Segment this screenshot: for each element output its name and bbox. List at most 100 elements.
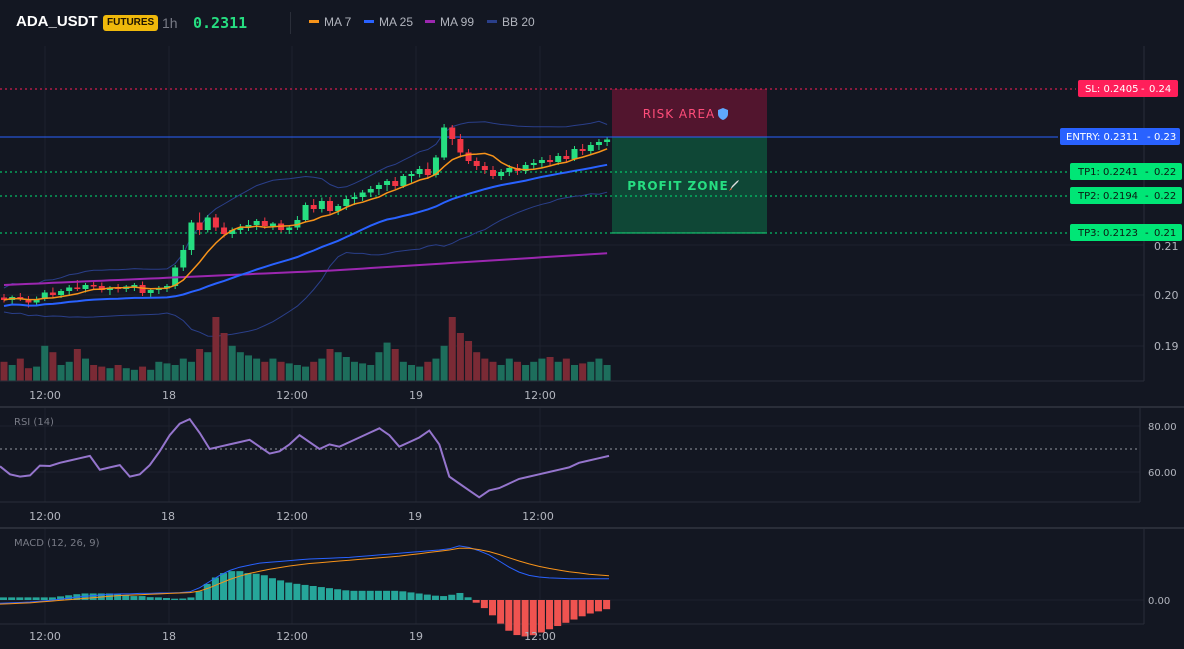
candle-body bbox=[490, 170, 496, 176]
tp2-tag[interactable]: TP2: 0.2194 0.22 - bbox=[1070, 187, 1182, 204]
symbol-name[interactable]: ADA_USDT bbox=[16, 13, 98, 30]
tp1-tag-label: TP1: 0.2241 bbox=[1077, 167, 1138, 178]
time-label: 19 bbox=[408, 510, 422, 523]
last-price: 0.2311 bbox=[193, 14, 248, 32]
macd-histogram-bar bbox=[594, 600, 602, 612]
macd-histogram-bar bbox=[285, 582, 293, 600]
legend-ma25[interactable]: MA 25 bbox=[364, 15, 413, 31]
legend-ma7[interactable]: MA 7 bbox=[309, 15, 351, 31]
macd-histogram-bar bbox=[122, 595, 130, 600]
macd-histogram-bar bbox=[399, 591, 407, 600]
ma25-swatch bbox=[364, 20, 374, 24]
candle-body bbox=[180, 250, 187, 268]
macd-histogram-bar bbox=[529, 600, 537, 636]
volume-bar bbox=[530, 361, 538, 381]
volume-bar bbox=[228, 345, 236, 381]
candle-body bbox=[221, 227, 228, 234]
volume-bar bbox=[481, 358, 489, 381]
macd-histogram-bar bbox=[0, 597, 7, 600]
candle-body bbox=[359, 192, 366, 197]
sl-tag[interactable]: SL: 0.2405 0.24 - bbox=[1078, 80, 1178, 97]
macd-histogram-bar bbox=[24, 597, 32, 600]
candle-body bbox=[196, 222, 203, 230]
legend-ma25-label: MA 25 bbox=[379, 15, 414, 29]
svg-text:-: - bbox=[1145, 191, 1149, 202]
volume-bar bbox=[513, 361, 521, 381]
candle-body bbox=[294, 220, 301, 228]
macd-histogram-bar bbox=[228, 571, 236, 600]
candle-body bbox=[90, 285, 97, 287]
volume-bar bbox=[16, 358, 24, 381]
volume-bar bbox=[562, 358, 570, 381]
macd-histogram-bar bbox=[260, 575, 268, 600]
candle-body bbox=[41, 292, 48, 299]
time-label: 19 bbox=[409, 630, 423, 643]
main-time-axis: 12:00 18 12:00 19 12:00 bbox=[29, 389, 556, 402]
chart-header: ADA_USDT FUTURES 1h 0.2311 MA 7 MA 25 MA… bbox=[0, 0, 1184, 46]
volume-bar bbox=[603, 365, 611, 381]
volume-bar bbox=[41, 345, 49, 381]
ma99-swatch bbox=[425, 20, 435, 24]
macd-histogram-bar bbox=[309, 585, 317, 600]
sl-tag-label: SL: 0.2405 bbox=[1085, 84, 1138, 95]
candle-body bbox=[269, 223, 276, 226]
candle-body bbox=[212, 217, 219, 228]
legend-ma99[interactable]: MA 99 bbox=[425, 15, 474, 31]
macd-histogram-bar bbox=[586, 600, 594, 614]
candle-body bbox=[587, 145, 594, 151]
rsi-tick-label: 60.00 bbox=[1148, 468, 1177, 479]
macd-histogram-bar bbox=[252, 573, 260, 600]
macd-histogram-bar bbox=[415, 593, 423, 600]
risk-area-zone: RISK AREA bbox=[612, 89, 767, 137]
volume-bar bbox=[448, 317, 456, 381]
volume-bar bbox=[318, 358, 326, 381]
tp3-tag[interactable]: TP3: 0.2123 0.21 - bbox=[1070, 224, 1182, 241]
volume-bar bbox=[432, 358, 440, 381]
candle-body bbox=[1, 297, 7, 300]
volume-bar bbox=[473, 352, 481, 381]
rsi-tick-label: 80.00 bbox=[1148, 422, 1177, 433]
volume-bar bbox=[65, 361, 73, 381]
macd-histogram-bar bbox=[326, 588, 333, 600]
macd-histogram-bar bbox=[505, 600, 513, 631]
candle-body bbox=[58, 291, 65, 295]
candle-body bbox=[335, 206, 342, 211]
candle-body bbox=[204, 217, 211, 230]
pane-separator[interactable] bbox=[0, 527, 1184, 529]
volume-bar bbox=[147, 369, 155, 381]
tp3-tag-axis-value: 0.21 bbox=[1154, 228, 1176, 239]
svg-text:-: - bbox=[1145, 228, 1149, 239]
entry-tag-axis-value: 0.23 bbox=[1154, 132, 1176, 143]
candle-body bbox=[25, 299, 32, 303]
volume-bar bbox=[595, 358, 603, 381]
rsi-time-axis: 12:00 18 12:00 19 12:00 bbox=[29, 510, 554, 523]
pane-separator[interactable] bbox=[0, 406, 1184, 408]
macd-histogram-bar bbox=[8, 597, 16, 600]
rsi-line bbox=[0, 417, 610, 499]
tp1-tag[interactable]: TP1: 0.2241 0.22 - bbox=[1070, 163, 1182, 180]
macd-histogram-bar bbox=[293, 583, 301, 600]
price-tick-label: 0.21 bbox=[1154, 240, 1179, 253]
macd-histogram-bar bbox=[480, 600, 488, 609]
legend-bb20[interactable]: BB 20 bbox=[487, 15, 535, 31]
volume-bar bbox=[253, 358, 261, 381]
volume-bar bbox=[130, 369, 138, 381]
volume-bar bbox=[24, 368, 32, 381]
macd-tick-label: 0.00 bbox=[1148, 596, 1170, 607]
volume-bar bbox=[399, 361, 407, 381]
volume-bar bbox=[489, 361, 497, 381]
macd-histogram-bar bbox=[350, 590, 358, 600]
entry-tag[interactable]: ENTRY: 0.2311 0.23 - bbox=[1060, 128, 1180, 145]
candle-body bbox=[547, 160, 554, 162]
timeframe-selector[interactable]: 1h bbox=[162, 15, 178, 31]
candle-body bbox=[245, 225, 252, 228]
candle-body bbox=[188, 222, 195, 250]
time-label: 12:00 bbox=[276, 389, 308, 402]
rocket-icon bbox=[729, 180, 739, 191]
tp2-tag-axis-value: 0.22 bbox=[1154, 191, 1176, 202]
header-divider bbox=[290, 12, 291, 34]
candle-body bbox=[155, 288, 162, 290]
bb20-swatch bbox=[487, 20, 497, 24]
macd-histogram-bar bbox=[154, 597, 162, 600]
